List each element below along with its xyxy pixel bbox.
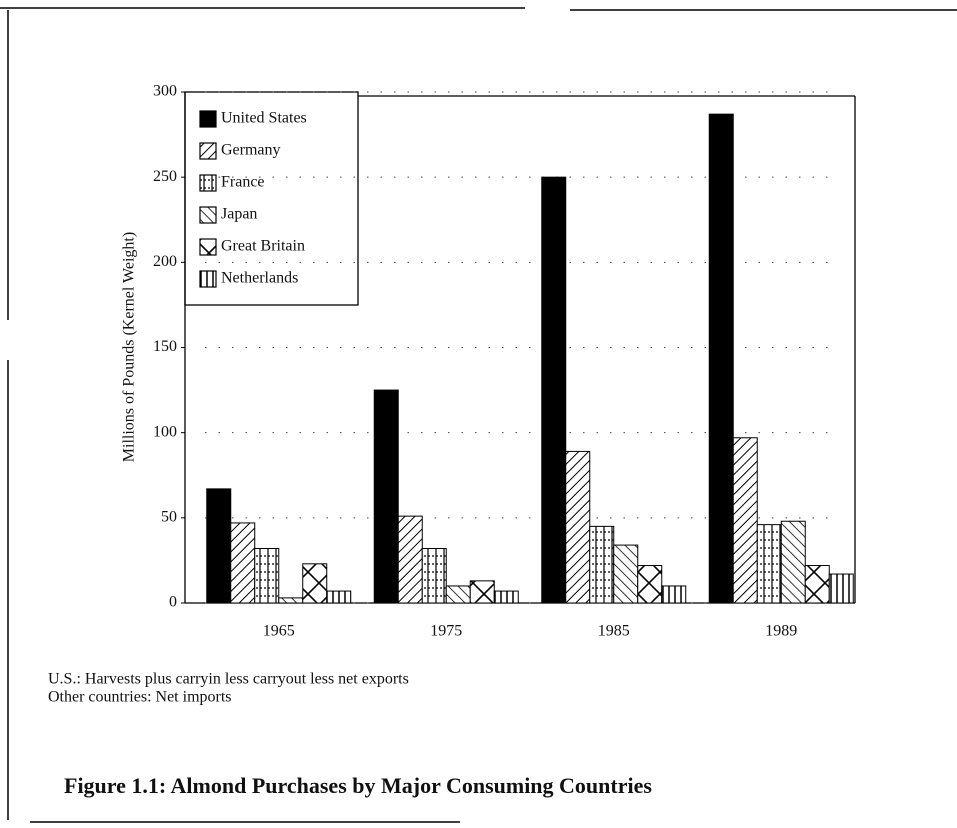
bar: [469, 580, 495, 604]
y-tick-label: 100: [153, 423, 177, 440]
legend-label: Germany: [221, 142, 281, 159]
legend-swatch: [199, 238, 217, 256]
legend-swatch: [199, 270, 217, 288]
note: U.S.: Harvests plus carryin less carryou…: [48, 671, 409, 688]
bar: [589, 525, 615, 604]
legend-label: Netherlands: [221, 270, 298, 287]
y-tick-label: 250: [153, 168, 177, 185]
bar: [613, 544, 639, 604]
bar: [828, 573, 854, 604]
bar: [326, 590, 352, 604]
y-tick-label: 200: [153, 253, 177, 270]
bar: [254, 547, 280, 604]
bar: [661, 585, 687, 604]
legend-swatch: [199, 206, 217, 224]
bar: [445, 585, 471, 604]
x-tick-label: 1975: [430, 623, 462, 640]
y-tick-label: 150: [153, 338, 177, 355]
page-frame: [0, 7, 957, 823]
legend-swatch: [199, 142, 217, 160]
legend-swatch: [199, 174, 217, 192]
y-tick-label: 0: [169, 594, 177, 611]
bar: [206, 488, 232, 604]
x-tick-label: 1965: [263, 623, 295, 640]
bar: [756, 524, 782, 604]
bar: [373, 389, 399, 604]
x-tick-label: 1989: [765, 623, 797, 640]
legend-label: Great Britain: [221, 238, 305, 255]
bar: [541, 176, 567, 604]
y-tick-label: 300: [153, 83, 177, 100]
legend-label: France: [221, 174, 265, 191]
bar: [421, 547, 447, 604]
bar: [804, 565, 830, 604]
y-axis-label: Millions of Pounds (Kernel Weight): [121, 232, 138, 462]
y-tick-label: 50: [161, 509, 177, 526]
bar: [397, 515, 423, 604]
note: Other countries: Net imports: [48, 689, 232, 706]
chart-title: Figure 1.1: Almond Purchases by Major Co…: [64, 773, 652, 798]
bar: [278, 597, 304, 604]
bar: [230, 522, 256, 604]
legend-label: United States: [221, 110, 307, 127]
legend-label: Japan: [221, 206, 257, 223]
bar: [493, 590, 519, 604]
legend-swatch: [199, 110, 217, 128]
bar: [637, 565, 663, 604]
bar: [302, 563, 328, 604]
bar: [708, 113, 734, 604]
bar: [780, 520, 806, 604]
bar: [732, 437, 758, 604]
bar: [565, 450, 591, 604]
x-tick-label: 1985: [598, 623, 630, 640]
